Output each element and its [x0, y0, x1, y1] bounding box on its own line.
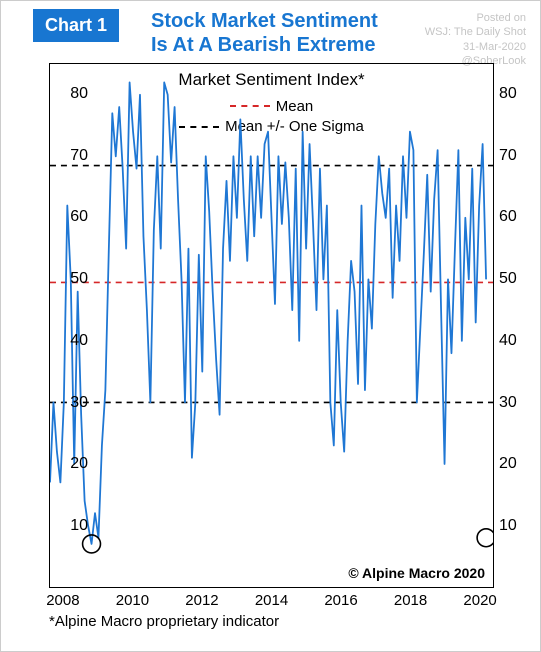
y-tick-right: 80 [499, 85, 535, 103]
footnote-label: *Alpine Macro proprietary indicator [49, 613, 279, 630]
x-tick: 2018 [394, 592, 427, 609]
x-tick: 2020 [463, 592, 496, 609]
watermark-line: WSJ: The Daily Shot [425, 25, 526, 39]
x-tick: 2012 [185, 592, 218, 609]
y-tick-right: 40 [499, 332, 535, 350]
y-tick-right: 30 [499, 394, 535, 412]
x-tick: 2014 [255, 592, 288, 609]
y-tick-left: 20 [52, 455, 88, 473]
x-tick: 2008 [46, 592, 79, 609]
copyright-label: © Alpine Macro 2020 [348, 565, 485, 581]
watermark: Posted on WSJ: The Daily Shot 31-Mar-202… [425, 11, 526, 68]
chart-container: Chart 1 Stock Market Sentiment Is At A B… [0, 0, 541, 652]
y-tick-right: 20 [499, 455, 535, 473]
y-tick-right: 70 [499, 147, 535, 165]
x-tick: 2016 [324, 592, 357, 609]
y-tick-right: 10 [499, 517, 535, 535]
y-tick-left: 50 [52, 270, 88, 288]
watermark-line: Posted on [425, 11, 526, 25]
watermark-line: 31-Mar-2020 [425, 40, 526, 54]
y-tick-left: 60 [52, 208, 88, 226]
y-tick-left: 40 [52, 332, 88, 350]
y-tick-left: 10 [52, 517, 88, 535]
plot-area: Market Sentiment Index* Mean Mean +/- On… [49, 63, 494, 588]
title-line-1: Stock Market Sentiment [151, 10, 378, 32]
y-tick-right: 50 [499, 270, 535, 288]
plot-svg [50, 64, 493, 587]
title-line-2: Is At A Bearish Extreme [151, 34, 376, 56]
y-tick-left: 30 [52, 394, 88, 412]
y-tick-left: 70 [52, 147, 88, 165]
x-tick: 2010 [116, 592, 149, 609]
y-tick-right: 60 [499, 208, 535, 226]
y-tick-left: 80 [52, 85, 88, 103]
chart-title: Stock Market Sentiment Is At A Bearish E… [151, 9, 378, 57]
chart-badge: Chart 1 [33, 9, 119, 42]
